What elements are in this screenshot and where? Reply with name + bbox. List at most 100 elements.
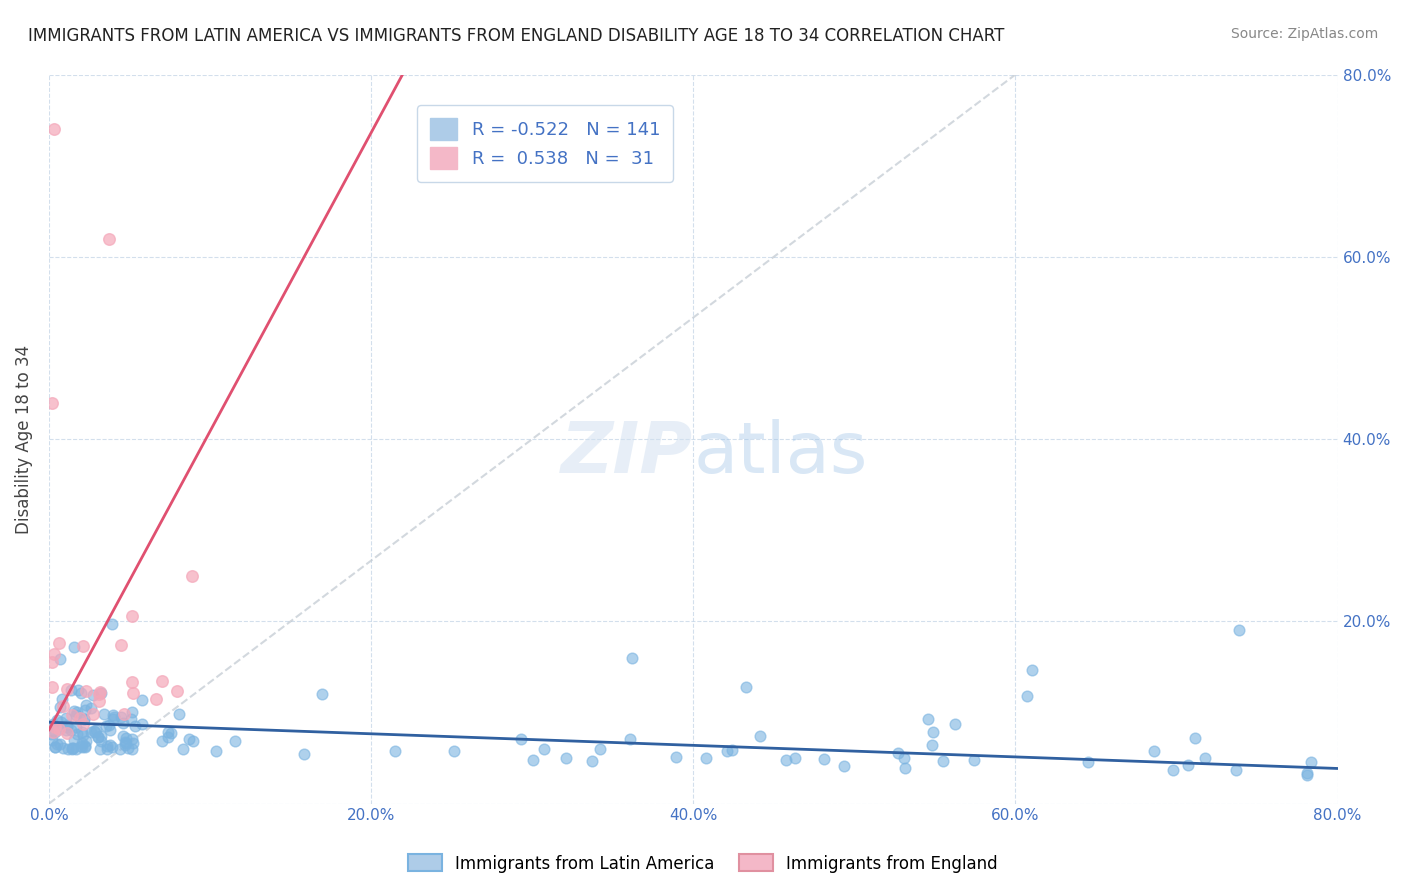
Point [90, 729, 112, 743]
Text: IMMIGRANTS FROM LATIN AMERICA VS IMMIGRANTS FROM ENGLAND DISABILITY AGE 18 TO 34: IMMIGRANTS FROM LATIN AMERICA VS IMMIGRA… [28, 27, 1004, 45]
Point [44, 739, 66, 754]
Point [75, 704, 97, 718]
Point [48, 652, 70, 666]
Point [619, 732, 641, 747]
Point [1017, 689, 1039, 703]
Point [160, 725, 183, 739]
Point [589, 742, 612, 756]
Point [96, 739, 118, 753]
Point [695, 750, 717, 764]
Point [46, 714, 69, 728]
Point [121, 706, 143, 720]
Point [311, 687, 333, 701]
Point [65, 708, 87, 723]
Point [581, 754, 603, 768]
Point [75, 698, 97, 712]
Point [55, 720, 77, 734]
Point [1184, 731, 1206, 746]
Point [62, 705, 84, 719]
Point [80, 701, 103, 715]
Point [121, 731, 143, 746]
Point [75, 683, 97, 698]
Point [87, 694, 110, 708]
Legend: Immigrants from Latin America, Immigrants from England: Immigrants from Latin America, Immigrant… [402, 847, 1004, 880]
Point [522, 752, 544, 766]
Point [89, 684, 111, 698]
Point [87, 730, 110, 744]
Point [172, 742, 194, 756]
Point [150, 733, 173, 747]
Point [72, 728, 94, 742]
Point [121, 741, 143, 756]
Point [103, 712, 125, 726]
Point [70, 739, 93, 753]
Point [48, 636, 70, 650]
Point [41, 395, 63, 409]
Point [60, 741, 83, 756]
Point [716, 744, 738, 758]
Point [943, 716, 966, 731]
Point [121, 608, 143, 623]
Point [931, 754, 953, 768]
Point [66, 727, 89, 741]
Point [1142, 744, 1164, 758]
Point [224, 733, 246, 747]
Point [101, 617, 124, 632]
Point [90, 686, 112, 700]
Point [52, 698, 75, 713]
Point [783, 751, 806, 765]
Point [56, 742, 79, 756]
Point [114, 736, 136, 750]
Point [131, 716, 153, 731]
Text: atlas: atlas [693, 419, 868, 488]
Point [55, 723, 77, 738]
Point [94, 719, 117, 733]
Point [98, 738, 121, 752]
Point [963, 752, 986, 766]
Point [114, 731, 136, 746]
Point [70, 739, 93, 754]
Point [84, 723, 107, 738]
Point [509, 731, 531, 746]
Point [65, 742, 87, 756]
Point [748, 730, 770, 744]
Point [205, 743, 228, 757]
Point [167, 707, 190, 722]
Point [110, 639, 132, 653]
Point [1301, 755, 1323, 769]
Point [1225, 764, 1247, 778]
Point [832, 759, 855, 773]
Point [921, 738, 943, 752]
Point [121, 674, 143, 689]
Point [82, 688, 104, 702]
Point [72, 716, 94, 731]
Point [75, 734, 97, 748]
Point [44, 740, 66, 755]
Y-axis label: Disability Age 18 to 34: Disability Age 18 to 34 [15, 344, 32, 533]
Point [55, 726, 77, 740]
Point [124, 719, 146, 733]
Point [97, 718, 120, 732]
Point [87, 730, 110, 744]
Point [1194, 750, 1216, 764]
Point [117, 741, 139, 756]
Point [96, 742, 118, 756]
Point [87, 687, 110, 701]
Point [56, 717, 79, 731]
Point [44, 725, 66, 739]
Point [70, 725, 93, 739]
Point [554, 751, 576, 765]
Point [181, 733, 204, 747]
Point [1227, 624, 1250, 638]
Point [813, 751, 835, 765]
Text: Source: ZipAtlas.com: Source: ZipAtlas.com [1230, 27, 1378, 41]
Point [59, 682, 82, 697]
Point [177, 732, 200, 747]
Point [44, 122, 66, 136]
Point [111, 729, 134, 743]
Point [1177, 758, 1199, 772]
Point [82, 706, 104, 721]
Point [443, 744, 465, 758]
Point [121, 686, 143, 700]
Point [41, 725, 63, 739]
